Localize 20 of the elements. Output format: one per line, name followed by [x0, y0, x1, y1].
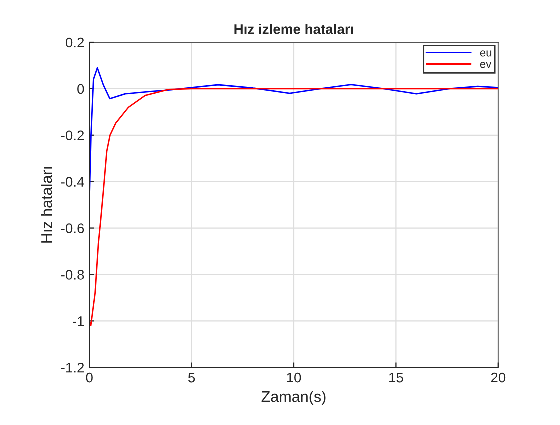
chart-title: Hız izleme hataları — [234, 24, 354, 34]
line-series — [90, 67, 498, 202]
x-tick-label: 15 — [390, 372, 404, 383]
x-tick-label: 20 — [491, 372, 506, 383]
y-tick-label: -0.2 — [61, 130, 84, 141]
y-tick-label: -1 — [73, 316, 84, 326]
y-tick-label: -0.8 — [61, 270, 84, 280]
legend-label: eu — [480, 50, 492, 57]
y-tick-label: 0.2 — [66, 38, 84, 48]
x-tick-label: 5 — [188, 372, 196, 383]
y-tick-label: 0 — [78, 84, 84, 94]
x-tick-label: 10 — [287, 372, 302, 383]
y-tick-label: -0.6 — [61, 224, 84, 234]
y-tick-label: -0.4 — [61, 177, 84, 188]
x-axis-title: Zaman(s) — [262, 390, 326, 406]
y-tick-label: -1.2 — [61, 362, 84, 373]
legend-label: ev — [480, 62, 492, 68]
line-series — [90, 88, 498, 327]
y-axis-title: Hız hataları — [41, 167, 52, 243]
x-tick-label: 0 — [86, 372, 93, 383]
